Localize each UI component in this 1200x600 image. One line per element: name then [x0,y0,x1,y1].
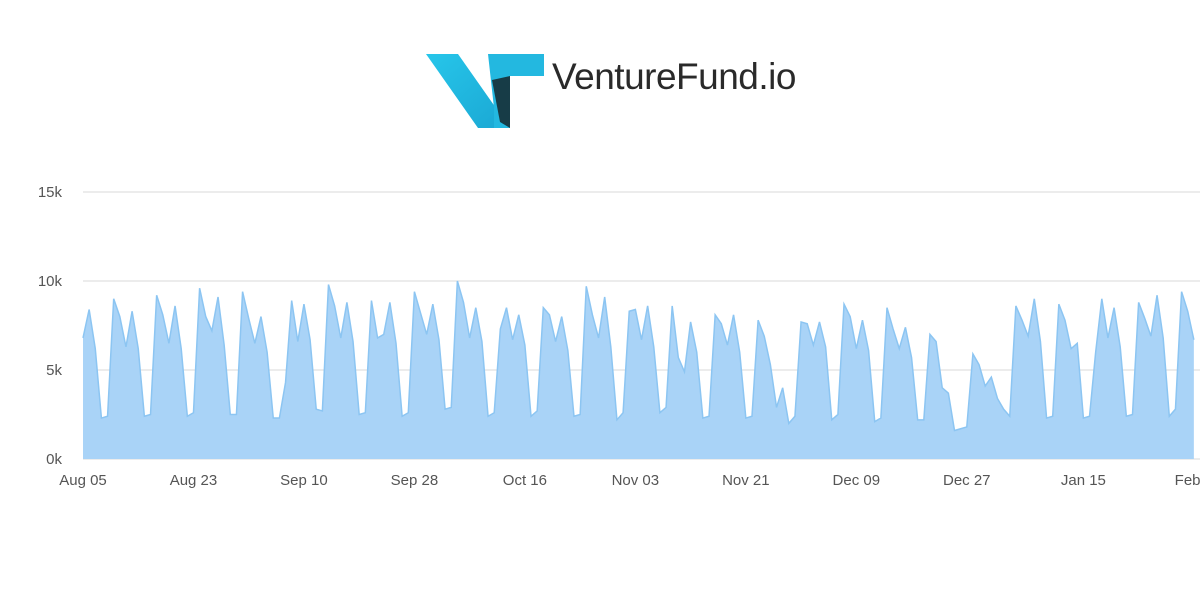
y-tick-label: 10k [38,273,63,290]
y-tick-label: 5k [46,362,62,379]
traffic-area-chart: 0k 5k 10k 15k Aug 05 Aug 23 Sep 10 Sep 28 Oct 1… [38,184,1200,489]
x-tick-label: Dec 27 [943,472,991,489]
x-tick-label: Nov 03 [612,472,660,489]
x-tick-label: Sep 10 [280,472,328,489]
x-axis: Aug 05 Aug 23 Sep 10 Sep 28 Oct 16 Nov 03 Nov … [59,472,1200,489]
brand-logo: VentureFund.io [426,50,796,132]
x-tick-label: Sep 28 [391,472,439,489]
x-tick-label: Nov 21 [722,472,770,489]
x-tick-label: Aug 05 [59,472,107,489]
venturefund-logo-icon [426,54,544,128]
y-tick-label: 0k [46,451,62,468]
x-tick-label: Dec 09 [833,472,881,489]
y-tick-label: 15k [38,184,63,201]
x-tick-label: Oct 16 [503,472,547,489]
series-line [82,280,1195,432]
plot-area [82,280,1195,459]
x-tick-label: Feb 0 [1175,472,1200,489]
x-tick-label: Jan 15 [1061,472,1106,489]
x-tick-label: Aug 23 [170,472,218,489]
series-area [83,281,1194,459]
y-axis: 0k 5k 10k 15k [38,184,63,468]
brand-name: VentureFund.io [552,56,796,97]
